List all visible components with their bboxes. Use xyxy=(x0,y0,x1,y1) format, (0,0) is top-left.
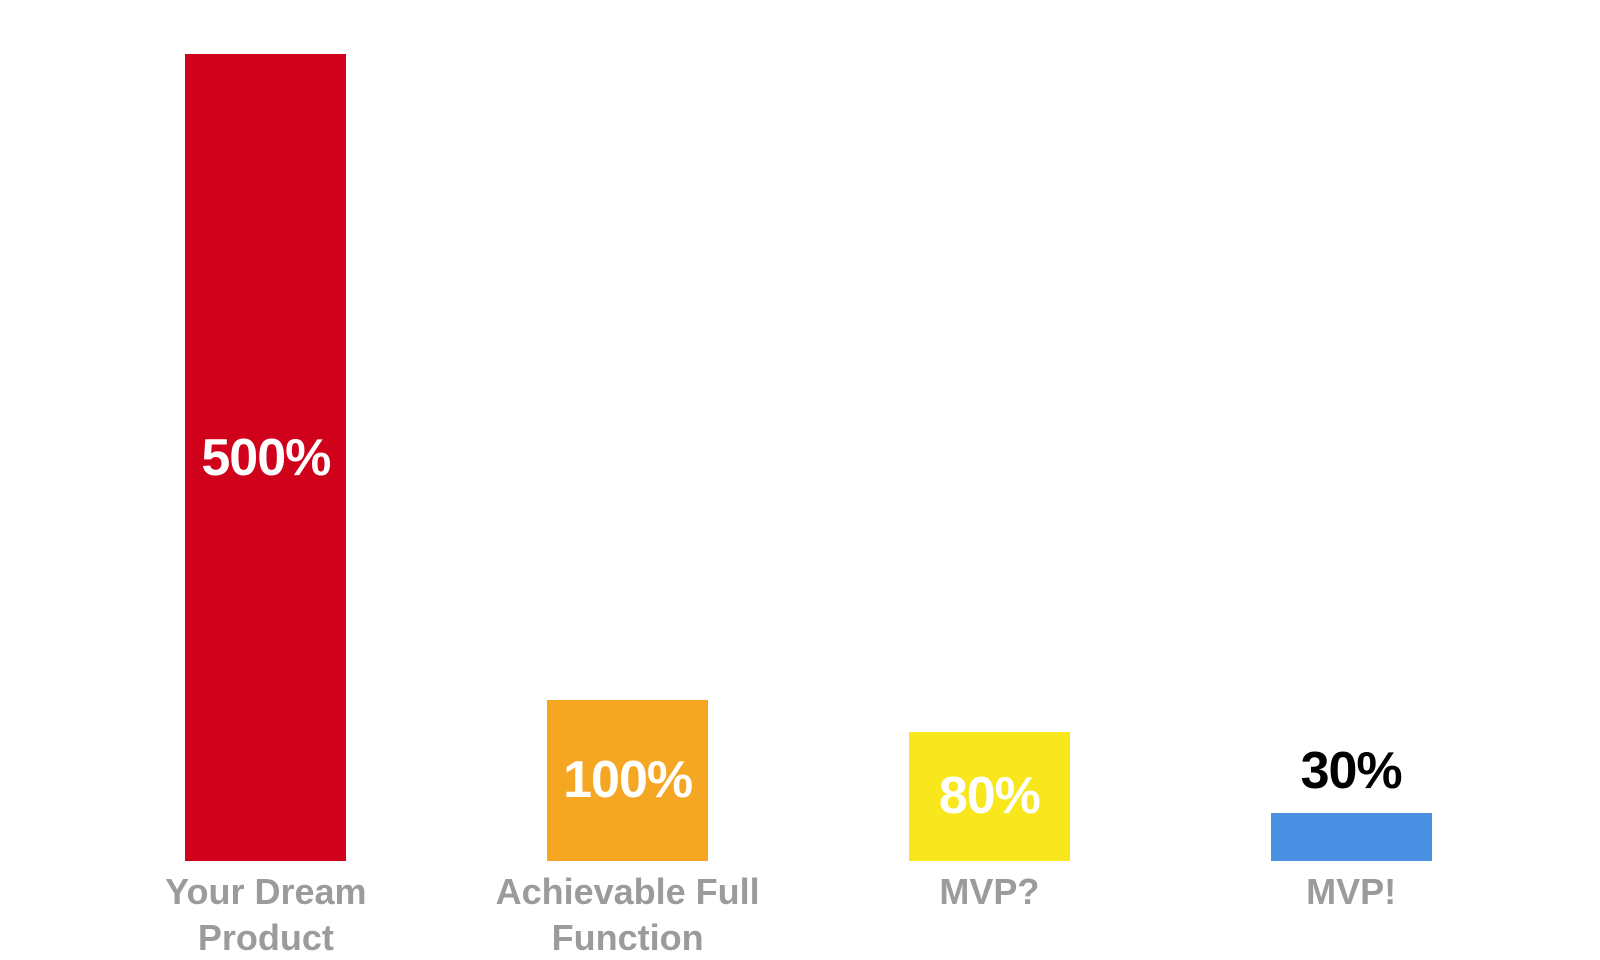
x-tick-label: MVP! xyxy=(1306,871,1397,912)
x-tick-label: Your Dream Product xyxy=(165,871,367,958)
value-label: 100% xyxy=(563,751,693,810)
x-tick-label: Achievable Full Function xyxy=(495,871,760,958)
value-label: 30% xyxy=(1300,741,1403,800)
bar xyxy=(908,731,1070,861)
value-label: 80% xyxy=(938,767,1041,826)
value-label: 500% xyxy=(201,428,331,487)
bar xyxy=(185,54,347,861)
bar xyxy=(1270,812,1432,861)
x-tick-label: MVP? xyxy=(939,871,1040,912)
bar xyxy=(547,699,709,861)
